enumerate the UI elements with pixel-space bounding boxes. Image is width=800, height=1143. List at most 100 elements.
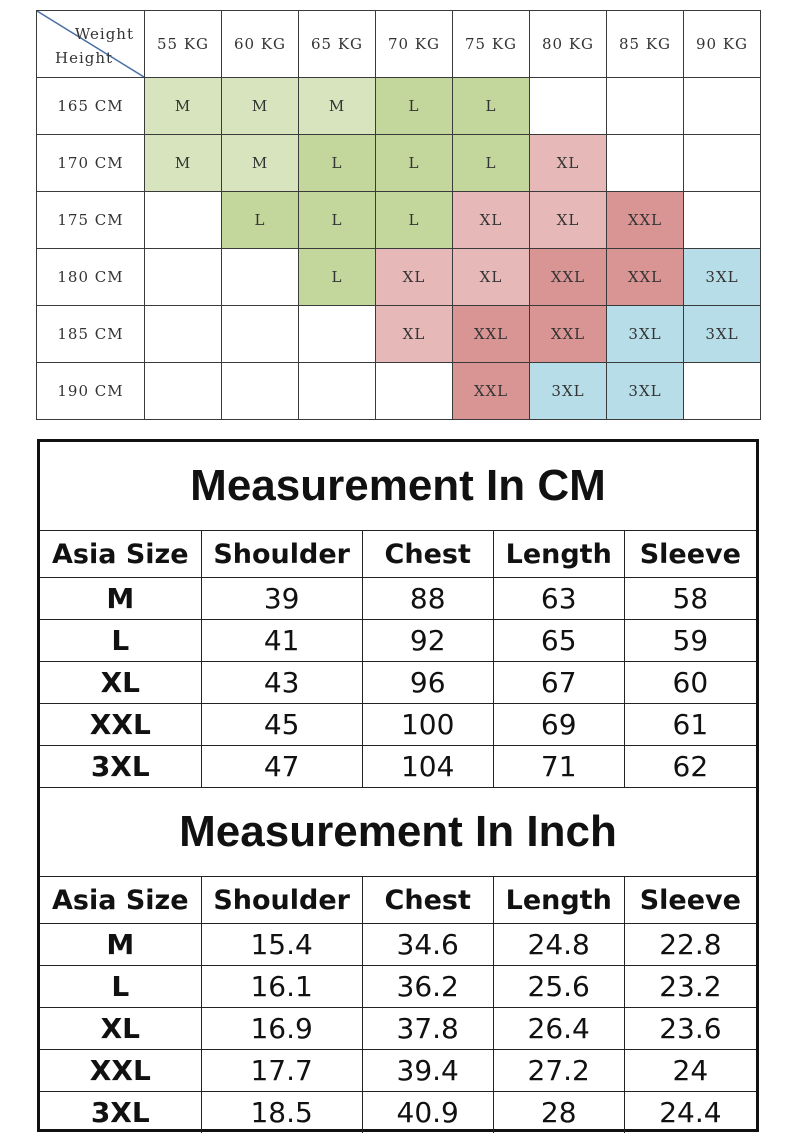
table-cell: 26.4 — [492, 1007, 625, 1050]
size-cell: 3XL — [529, 362, 607, 420]
table-cell: 28 — [492, 1091, 625, 1133]
measurement-panel: Measurement In CM Asia Size Shoulder Che… — [37, 439, 759, 1133]
column-header: Asia Size — [40, 876, 202, 924]
table-cell: 58 — [623, 577, 756, 620]
size-cell: L — [375, 191, 453, 249]
size-cell — [606, 134, 684, 192]
size-cell: L — [375, 77, 453, 135]
table-cell: 24.8 — [492, 923, 625, 966]
size-cell: XXL — [529, 305, 607, 363]
size-cell — [144, 305, 222, 363]
table-cell: 40.9 — [361, 1091, 494, 1133]
table-cell: 67 — [492, 661, 625, 704]
table-cell: 25.6 — [492, 965, 625, 1008]
column-header: Asia Size — [40, 530, 202, 578]
size-label: M — [40, 577, 202, 620]
weight-header: 65 KG — [298, 10, 376, 78]
size-cell: XXL — [452, 305, 530, 363]
cm-title: Measurement In CM — [40, 442, 756, 531]
table-cell: 16.1 — [200, 965, 363, 1008]
size-cell: 3XL — [683, 248, 761, 306]
table-row: M 15.4 34.6 24.8 22.8 — [40, 923, 756, 966]
table-cell: 37.8 — [361, 1007, 494, 1050]
size-cell: M — [144, 77, 222, 135]
size-cell: L — [298, 248, 376, 306]
table-cell: 65 — [492, 619, 625, 662]
cm-header-row: Asia Size Shoulder Chest Length Sleeve — [40, 530, 756, 578]
weight-header: 80 KG — [529, 10, 607, 78]
corner-height-label: Height — [55, 49, 114, 67]
table-cell: 27.2 — [492, 1049, 625, 1092]
table-row: L 16.1 36.2 25.6 23.2 — [40, 965, 756, 1008]
column-header: Shoulder — [200, 530, 363, 578]
size-cell — [375, 362, 453, 420]
table-row: XL 16.9 37.8 26.4 23.6 — [40, 1007, 756, 1050]
size-label: 3XL — [40, 745, 202, 788]
table-cell: 23.2 — [623, 965, 756, 1008]
size-cell — [606, 77, 684, 135]
diagonal-divider — [37, 11, 144, 77]
matrix-row: 165 CM M M M L L — [36, 77, 761, 135]
weight-header: 90 KG — [683, 10, 761, 78]
size-cell: L — [452, 134, 530, 192]
table-row: XXL 17.7 39.4 27.2 24 — [40, 1049, 756, 1092]
table-row: L 41 92 65 59 — [40, 619, 756, 662]
matrix-row: 175 CM L L L XL XL XXL — [36, 191, 761, 249]
weight-header: 75 KG — [452, 10, 530, 78]
height-label: 180 CM — [36, 248, 145, 306]
table-row: 3XL 47 104 71 62 — [40, 745, 756, 788]
size-cell — [144, 362, 222, 420]
size-cell — [683, 134, 761, 192]
table-cell: 34.6 — [361, 923, 494, 966]
size-cell: XL — [529, 191, 607, 249]
column-header: Length — [492, 530, 625, 578]
table-cell: 88 — [361, 577, 494, 620]
size-cell — [144, 191, 222, 249]
table-cell: 47 — [200, 745, 363, 788]
height-label: 185 CM — [36, 305, 145, 363]
height-label: 190 CM — [36, 362, 145, 420]
size-cell: XL — [452, 248, 530, 306]
column-header: Length — [492, 876, 625, 924]
table-row: M 39 88 63 58 — [40, 577, 756, 620]
column-header: Shoulder — [200, 876, 363, 924]
size-label: 3XL — [40, 1091, 202, 1133]
size-label: XXL — [40, 703, 202, 746]
table-cell: 92 — [361, 619, 494, 662]
column-header: Sleeve — [623, 876, 756, 924]
table-cell: 24 — [623, 1049, 756, 1092]
matrix-row: 190 CM XXL 3XL 3XL — [36, 362, 761, 420]
table-cell: 43 — [200, 661, 363, 704]
size-cell: XXL — [606, 191, 684, 249]
table-cell: 22.8 — [623, 923, 756, 966]
table-cell: 61 — [623, 703, 756, 746]
table-cell: 39 — [200, 577, 363, 620]
size-cell: XXL — [529, 248, 607, 306]
table-cell: 69 — [492, 703, 625, 746]
size-cell: M — [144, 134, 222, 192]
size-cell — [298, 305, 376, 363]
table-cell: 17.7 — [200, 1049, 363, 1092]
height-label: 175 CM — [36, 191, 145, 249]
size-cell: L — [375, 134, 453, 192]
weight-header: 55 KG — [144, 10, 222, 78]
weight-header: 60 KG — [221, 10, 299, 78]
size-cell: XL — [375, 305, 453, 363]
size-cell — [529, 77, 607, 135]
size-label: XXL — [40, 1049, 202, 1092]
size-cell — [221, 362, 299, 420]
size-cell: 3XL — [606, 362, 684, 420]
inch-title: Measurement In Inch — [40, 788, 756, 877]
size-cell: XL — [529, 134, 607, 192]
size-cell — [683, 362, 761, 420]
table-cell: 24.4 — [623, 1091, 756, 1133]
table-cell: 60 — [623, 661, 756, 704]
size-cell: XXL — [606, 248, 684, 306]
size-cell: M — [221, 134, 299, 192]
size-label: XL — [40, 661, 202, 704]
measurement-cm-table: Measurement In CM Asia Size Shoulder Che… — [40, 442, 756, 788]
table-cell: 16.9 — [200, 1007, 363, 1050]
table-cell: 15.4 — [200, 923, 363, 966]
table-row: 3XL 18.5 40.9 28 24.4 — [40, 1091, 756, 1133]
size-cell: XL — [452, 191, 530, 249]
